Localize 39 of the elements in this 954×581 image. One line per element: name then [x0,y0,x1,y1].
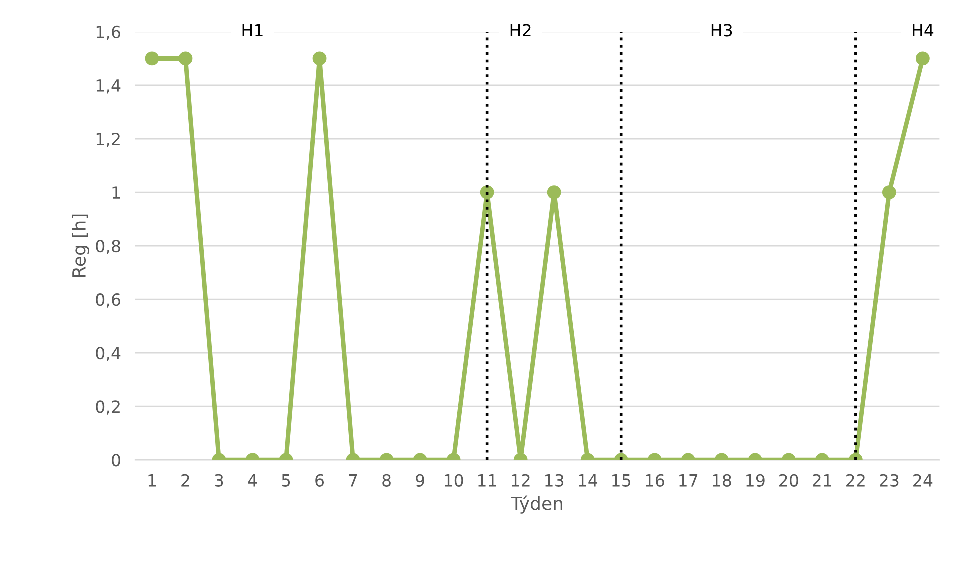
x-tick-label: 8 [382,474,391,487]
y-tick-label: 0,4 [96,347,121,362]
x-tick-label: 21 [813,474,832,487]
y-tick-label: 0,6 [96,294,121,308]
x-tick-label: 15 [612,474,630,487]
y-tick-label: 0,8 [96,240,120,254]
y-tick-label: 1,4 [96,80,121,94]
x-tick-label: 6 [316,474,324,487]
x-tick-label: 18 [713,474,732,487]
x-tick-label: 20 [780,474,798,487]
x-tick-label: 2 [182,474,190,487]
annotation: H3 [712,24,732,37]
y-tick-label: 1,6 [96,26,121,40]
x-tick-label: 3 [215,474,224,487]
x-tick-label: 13 [546,474,564,487]
x-tick-label: 12 [512,474,530,487]
x-tick-label: 4 [248,474,258,487]
x-tick-label: 19 [746,474,765,487]
x-tick-label: 17 [680,474,698,487]
x-tick-label: 1 [148,474,156,487]
annotation: H2 [510,24,531,37]
x-tick-label: 5 [282,474,290,487]
x-tick-label: 11 [478,474,496,487]
x-tick-label: 7 [349,474,358,487]
x-tick-label: 24 [914,474,933,487]
annotation: H1 [242,24,263,37]
annotation: H4 [913,24,934,37]
y-tick-label: 0,2 [96,400,120,415]
y-tick-label: 1,2 [96,132,120,148]
x-tick-label: 22 [846,474,865,487]
x-tick-label: 10 [445,474,464,487]
x-axis-title: Týden [511,496,562,514]
x-tick-label: 14 [579,474,598,487]
x-tick-label: 16 [646,474,664,487]
y-axis-title: Reg [h] [72,214,90,278]
x-tick-label: 9 [416,474,424,487]
y-tick-label: 0 [112,454,120,467]
x-tick-label: 23 [880,474,899,487]
y-tick-label: 1 [112,186,120,199]
